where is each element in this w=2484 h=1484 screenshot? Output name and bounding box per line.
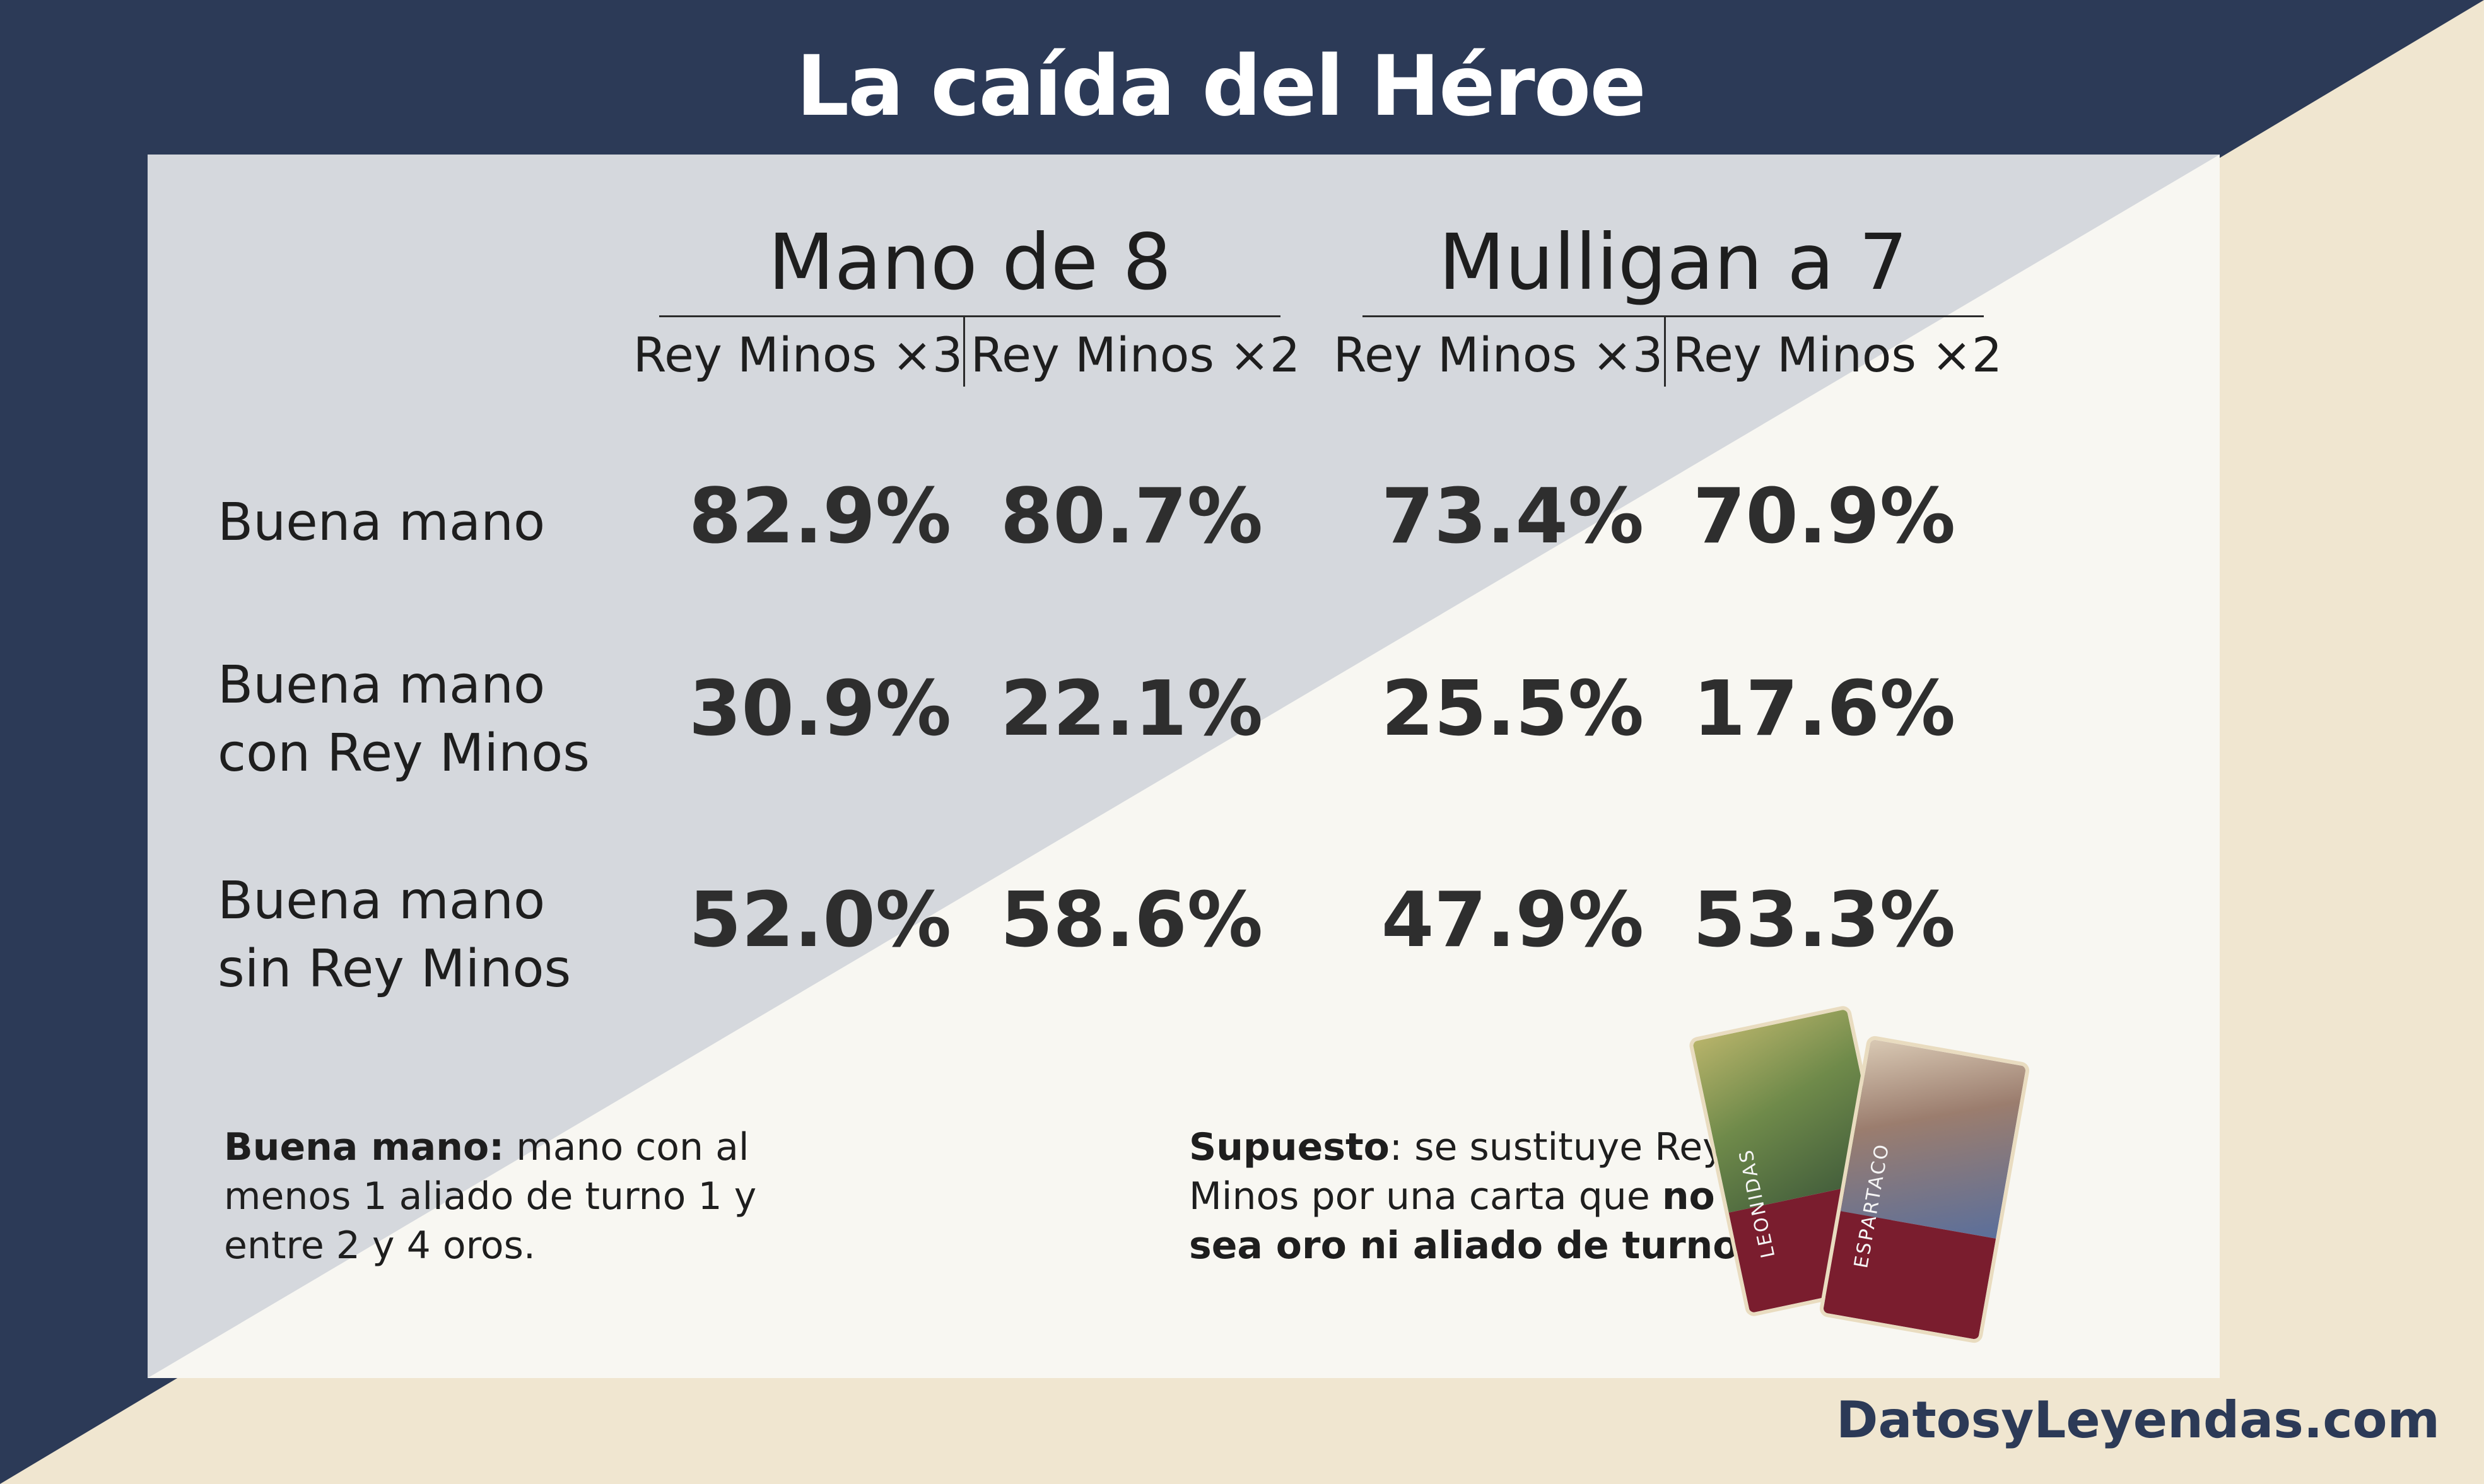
group-underline-1 — [659, 315, 1280, 317]
page-title: La caída del Héroe — [796, 38, 1646, 135]
value-cell: 47.9% — [1381, 877, 1644, 964]
sub-divider-2 — [1664, 317, 1666, 387]
value-cell: 52.0% — [688, 877, 952, 964]
value-cell: 73.4% — [1381, 473, 1644, 561]
value-cell: 17.6% — [1692, 665, 1956, 753]
value-cell: 70.9% — [1692, 473, 1956, 561]
row-label-buena-mano-sin-rey-minos: Buena mano sin Rey Minos — [218, 871, 571, 999]
subheader-mulligan-rey-minos-3: Rey Minos ×3 — [1333, 327, 1663, 383]
subheader-mulligan-rey-minos-2: Rey Minos ×2 — [1672, 327, 2003, 383]
row-label-buena-mano-con-rey-minos: Buena mano con Rey Minos — [218, 655, 590, 783]
value-cell: 30.9% — [688, 665, 952, 753]
note-supuesto: Supuesto: se sustituye Rey Minos por una… — [1189, 1125, 1790, 1268]
sub-divider-1 — [963, 317, 965, 387]
group-underline-2 — [1362, 315, 1984, 317]
subheader-mano-rey-minos-3: Rey Minos ×3 — [633, 327, 963, 383]
footer-site-name[interactable]: DatosyLeyendas.com — [1836, 1391, 2440, 1449]
row-label-buena-mano: Buena mano — [218, 493, 546, 552]
value-cell: 82.9% — [688, 473, 952, 561]
value-cell: 25.5% — [1381, 665, 1644, 753]
subheader-mano-rey-minos-2: Rey Minos ×2 — [970, 327, 1301, 383]
note-buena-mano: Buena mano: mano con al menos 1 aliado d… — [224, 1125, 757, 1268]
value-cell: 53.3% — [1692, 877, 1956, 964]
group-header-mano-de-8: Mano de 8 — [768, 218, 1172, 307]
value-cell: 22.1% — [1000, 665, 1263, 753]
group-header-mulligan-a-7: Mulligan a 7 — [1438, 218, 1908, 307]
value-cell: 58.6% — [1000, 877, 1263, 964]
value-cell: 80.7% — [1000, 473, 1263, 561]
